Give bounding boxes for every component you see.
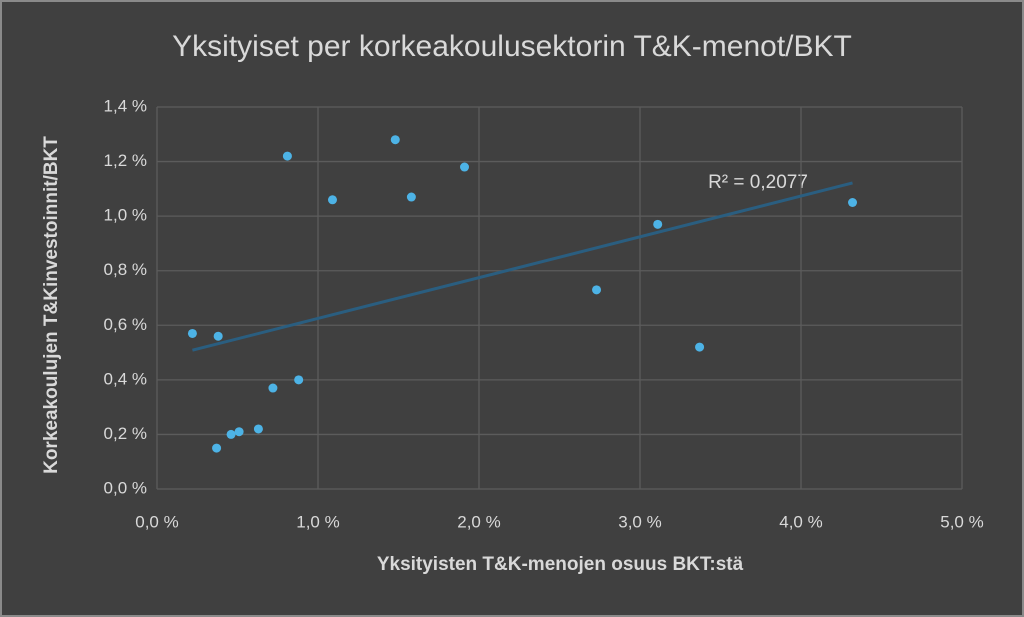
data-point [268,383,278,393]
data-point [226,429,236,439]
data-point [213,331,223,341]
y-tick-label: 0,8 % [104,260,147,279]
data-point [253,424,263,434]
r-squared-annotation: R² = 0,2077 [708,172,808,193]
y-tick-label: 0,6 % [104,315,147,334]
data-point [212,443,222,453]
data-point [848,198,858,207]
data-point [592,285,602,295]
y-axis-label: Korkeakoulujen T&Kinvestoinnit/BKT [41,136,62,474]
data-point [327,195,337,205]
data-point [390,135,400,145]
y-tick-label: 1,0 % [104,206,147,225]
data-point [282,151,292,161]
x-axis-label: Yksityisten T&K-menojen osuus BKT:stä [377,554,744,575]
x-tick-label: 3,0 % [618,512,661,531]
data-point [460,162,470,172]
data-point [187,328,197,338]
x-tick-label: 0,0 % [135,512,178,531]
trendline [192,181,853,352]
data-point [234,427,244,437]
y-tick-label: 0,4 % [104,369,147,388]
y-tick-label: 1,2 % [104,151,147,170]
x-tick-label: 5,0 % [940,512,983,531]
data-point [294,375,304,385]
y-tick-label: 1,4 % [104,96,147,115]
y-tick-label: 0,0 % [104,478,147,497]
y-tick-label: 0,2 % [104,424,147,443]
data-point [695,342,705,352]
x-tick-label: 4,0 % [779,512,822,531]
x-tick-label: 1,0 % [296,512,339,531]
x-tick-label: 2,0 % [457,512,500,531]
chart-title: Yksityiset per korkeakoulusektorin T&K-m… [172,30,852,63]
data-point [653,219,663,229]
data-point [406,192,416,202]
